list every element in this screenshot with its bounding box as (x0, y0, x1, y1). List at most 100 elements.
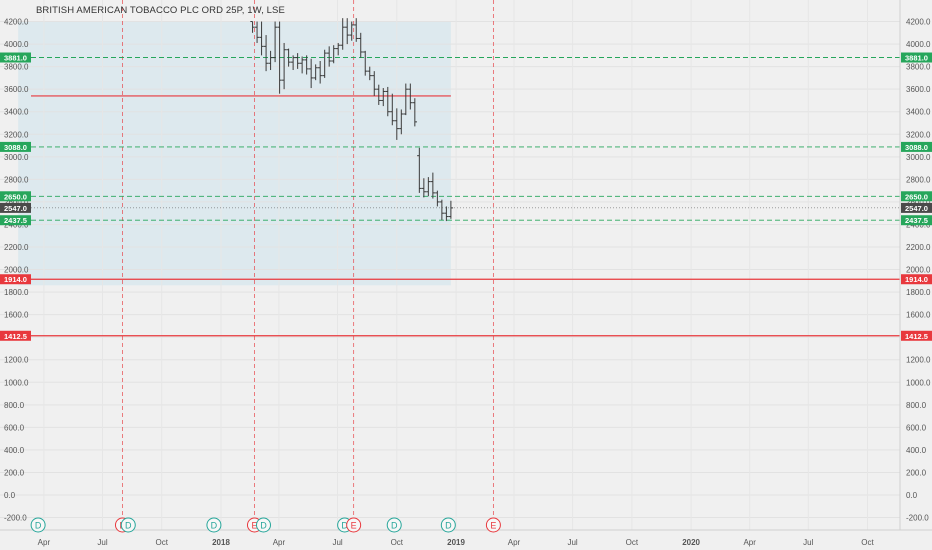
level-label-left: 2437.5 (4, 216, 27, 225)
ohlc-bar[interactable] (331, 45, 336, 64)
x-tick-label: Jul (803, 538, 813, 547)
y-tick-label-left: 4200.0 (4, 18, 29, 27)
y-tick-label-left: 1200.0 (4, 356, 29, 365)
ohlc-bar[interactable] (412, 98, 418, 127)
ohlc-bar[interactable] (435, 190, 440, 207)
ohlc-bar[interactable] (417, 147, 422, 193)
ohlc-bar[interactable] (326, 46, 332, 67)
ohlc-bar[interactable] (439, 199, 445, 220)
ohlc-bar[interactable] (268, 50, 273, 71)
ohlc-bar[interactable] (345, 18, 350, 45)
y-tick-label-left: 400.0 (4, 446, 25, 455)
ohlc-bar[interactable] (390, 93, 395, 126)
y-tick-label-left: 2800.0 (4, 175, 29, 184)
x-tick-label: Apr (508, 538, 521, 547)
dividend-event-marker[interactable]: D (386, 517, 402, 533)
ohlc-bar[interactable] (385, 86, 390, 117)
x-tick-label: Oct (391, 538, 404, 547)
ohlc-bar[interactable] (354, 18, 359, 42)
y-tick-label-left: 2200.0 (4, 243, 29, 252)
y-tick-label: 1000.0 (906, 378, 931, 387)
event-marker-circle (30, 517, 46, 533)
dividend-event-marker[interactable]: D (30, 517, 46, 533)
y-tick-label: 4200.0 (906, 18, 931, 27)
y-tick-label: 3600.0 (906, 85, 931, 94)
event-marker-letter: E (490, 521, 496, 531)
ohlc-bar[interactable] (336, 42, 341, 56)
ohlc-bar[interactable] (286, 48, 291, 67)
x-tick-label: Apr (273, 538, 286, 547)
ohlc-bar[interactable] (304, 55, 309, 75)
y-tick-label-left: -200.0 (4, 514, 27, 523)
dividend-event-marker[interactable]: D (206, 517, 222, 533)
x-tick-label: Jul (97, 538, 107, 547)
ohlc-bar[interactable] (317, 61, 323, 84)
ohlc-bar[interactable] (376, 84, 381, 105)
level-label-left: 3881.0 (4, 54, 27, 63)
level-label-left-bg (0, 215, 31, 226)
level-label-right-bg (901, 330, 932, 341)
y-tick-label-left: 1800.0 (4, 288, 29, 297)
ohlc-bar[interactable] (358, 32, 363, 58)
y-tick-label-left: 4000.0 (4, 40, 29, 49)
level-label-right: 2437.5 (905, 216, 928, 225)
event-marker-letter: D (35, 521, 42, 531)
ohlc-bar[interactable] (349, 21, 354, 41)
event-marker-letter: D (260, 521, 267, 531)
y-tick-label: 3400.0 (906, 108, 931, 117)
ohlc-bar[interactable] (277, 21, 282, 94)
level-label-right-bg (901, 52, 932, 63)
event-marker-letter: E (251, 521, 257, 531)
ohlc-bar[interactable] (408, 83, 413, 110)
ohlc-bar[interactable] (299, 56, 305, 74)
ohlc-bar[interactable] (259, 21, 264, 56)
event-marker-circle (440, 517, 456, 533)
level-label-right-bg (901, 274, 932, 285)
level-label-right-bg (901, 215, 932, 226)
y-tick-label: 0.0 (906, 491, 918, 500)
dividend-event-marker[interactable]: D (256, 517, 272, 533)
ohlc-bar[interactable] (250, 21, 255, 33)
ohlc-bar[interactable] (272, 21, 278, 63)
ohlc-bar[interactable] (367, 66, 372, 81)
ohlc-bar[interactable] (313, 64, 318, 81)
y-tick-label: 800.0 (906, 401, 927, 410)
ohlc-bar[interactable] (254, 21, 260, 43)
ohlc-bar[interactable] (295, 53, 300, 69)
ohlc-bar[interactable] (381, 88, 386, 107)
y-tick-label: 3800.0 (906, 63, 931, 72)
dividend-event-marker[interactable]: D (120, 517, 136, 533)
ohlc-bar[interactable] (426, 177, 431, 197)
last-price-label-right-bg (901, 202, 932, 213)
ohlc-bar[interactable] (340, 18, 345, 50)
ohlc-bar[interactable] (322, 49, 327, 78)
ohlc-bar[interactable] (399, 109, 404, 135)
ohlc-bar[interactable] (363, 50, 368, 76)
ohlc-bar[interactable] (308, 58, 314, 89)
ohlc-bar[interactable] (430, 172, 436, 199)
ohlc-bar[interactable] (444, 206, 449, 222)
earnings-event-marker[interactable]: E (485, 517, 501, 533)
y-tick-label-left: 3800.0 (4, 63, 29, 72)
level-label-left-bg (0, 141, 31, 152)
level-label-right: 3881.0 (905, 54, 928, 63)
y-tick-label-left: 2600.0 (4, 198, 29, 207)
ohlc-bar[interactable] (290, 55, 296, 71)
ohlc-bar[interactable] (372, 71, 377, 96)
ohlc-bar[interactable] (403, 83, 409, 116)
ohlc-bar[interactable] (421, 178, 427, 198)
y-tick-label: 400.0 (906, 446, 927, 455)
y-tick-label-left: 200.0 (4, 468, 25, 477)
event-marker-circle (206, 517, 222, 533)
ohlc-bar[interactable] (394, 108, 399, 140)
y-tick-label: 1600.0 (906, 311, 931, 320)
earnings-event-marker[interactable]: E (346, 517, 362, 533)
y-tick-label-left: 800.0 (4, 401, 25, 410)
x-tick-label: Jul (332, 538, 342, 547)
dividend-event-marker[interactable]: D (440, 517, 456, 533)
ohlc-bar[interactable] (263, 35, 269, 72)
ohlc-bar[interactable] (281, 42, 287, 90)
shaded-range-box (18, 21, 451, 286)
ohlc-bar[interactable] (448, 200, 454, 219)
